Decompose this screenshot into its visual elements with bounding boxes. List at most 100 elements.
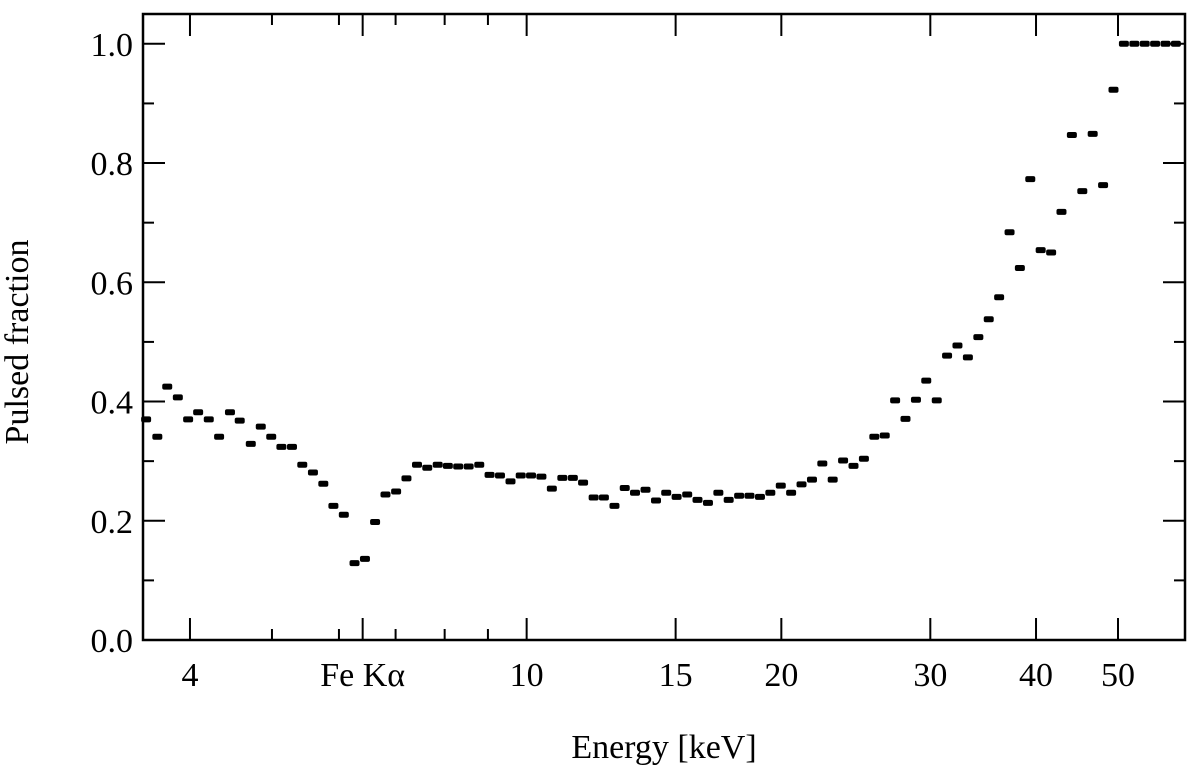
- x-tick-label: 10: [510, 657, 544, 694]
- data-point: [879, 432, 890, 439]
- data-point: [370, 518, 381, 525]
- data-point: [640, 486, 651, 493]
- data-point: [1150, 40, 1161, 47]
- data-point: [255, 423, 266, 430]
- data-point: [1108, 86, 1119, 93]
- data-point: [827, 476, 838, 483]
- data-point: [1118, 40, 1129, 47]
- data-point: [1066, 132, 1077, 139]
- data-point: [1035, 247, 1046, 254]
- x-tick-label: 40: [1019, 657, 1053, 694]
- data-point: [266, 433, 277, 440]
- data-point: [162, 383, 173, 390]
- y-tick-label: 0.4: [91, 385, 134, 422]
- data-point: [973, 334, 984, 341]
- data-point: [1004, 229, 1015, 236]
- data-point: [505, 478, 516, 485]
- data-point: [796, 481, 807, 488]
- data-point: [359, 555, 370, 562]
- data-point: [141, 416, 152, 423]
- data-point: [900, 415, 911, 422]
- data-point: [1139, 40, 1150, 47]
- data-point: [286, 443, 297, 450]
- data-point: [297, 461, 308, 468]
- data-point: [734, 492, 745, 499]
- data-point: [432, 461, 443, 468]
- data-point: [765, 489, 776, 496]
- data-point: [806, 476, 817, 483]
- data-point: [578, 479, 589, 486]
- data-point: [651, 497, 662, 504]
- data-point: [193, 409, 204, 416]
- data-point: [1077, 188, 1088, 195]
- x-tick-label: Fe Kα: [320, 657, 405, 694]
- data-point: [994, 294, 1005, 301]
- data-point: [838, 457, 849, 464]
- data-point: [484, 471, 495, 478]
- data-point: [619, 484, 630, 491]
- data-point: [412, 461, 423, 468]
- data-point: [1087, 130, 1098, 137]
- data-point: [494, 472, 505, 479]
- data-point: [338, 511, 349, 518]
- data-point: [463, 463, 474, 470]
- data-point: [744, 492, 755, 499]
- data-point: [817, 460, 828, 467]
- data-point: [380, 491, 391, 498]
- data-point: [630, 489, 641, 496]
- data-point: [723, 496, 734, 503]
- data-point: [245, 440, 256, 447]
- data-point: [890, 397, 901, 404]
- data-point: [661, 489, 672, 496]
- data-point: [526, 472, 537, 479]
- data-point: [1170, 40, 1181, 47]
- data-point: [276, 443, 287, 450]
- data-point: [453, 463, 464, 470]
- data-point: [598, 494, 609, 501]
- data-point: [942, 352, 953, 359]
- x-tick-label: 15: [659, 657, 693, 694]
- data-point: [1046, 249, 1057, 256]
- data-point: [754, 493, 765, 500]
- data-point: [172, 394, 183, 401]
- data-point: [224, 409, 235, 416]
- y-tick-label: 0.6: [91, 265, 134, 302]
- y-tick-label: 0.2: [91, 504, 134, 541]
- x-tick-label: 50: [1101, 657, 1135, 694]
- data-point: [442, 462, 453, 469]
- data-point: [609, 502, 620, 509]
- data-point: [692, 496, 703, 503]
- data-point: [931, 397, 942, 404]
- data-point: [234, 417, 245, 424]
- data-point: [203, 416, 214, 423]
- data-point: [1014, 264, 1025, 271]
- y-tick-label: 0.8: [91, 146, 134, 183]
- data-point: [557, 474, 568, 481]
- data-point: [152, 433, 163, 440]
- data-point: [921, 377, 932, 384]
- data-point: [713, 489, 724, 496]
- data-point: [328, 502, 339, 509]
- data-point: [474, 461, 485, 468]
- data-point: [318, 480, 329, 487]
- data-point: [1160, 40, 1171, 47]
- data-point: [349, 560, 360, 567]
- x-axis-label: Energy [keV]: [571, 729, 756, 766]
- data-point: [401, 475, 412, 482]
- data-point: [567, 474, 578, 481]
- data-point: [183, 416, 194, 423]
- data-point: [391, 488, 402, 495]
- x-tick-label: 30: [913, 657, 947, 694]
- data-point: [515, 472, 526, 479]
- x-tick-label: 20: [764, 657, 798, 694]
- data-point: [682, 491, 693, 498]
- data-point: [702, 499, 713, 506]
- data-point: [546, 485, 557, 492]
- data-point: [671, 493, 682, 500]
- data-point: [214, 433, 225, 440]
- y-axis-label: Pulsed fraction: [0, 240, 36, 445]
- data-point: [1056, 208, 1067, 215]
- data-point: [910, 396, 921, 403]
- data-point: [952, 342, 963, 349]
- data-point: [869, 433, 880, 440]
